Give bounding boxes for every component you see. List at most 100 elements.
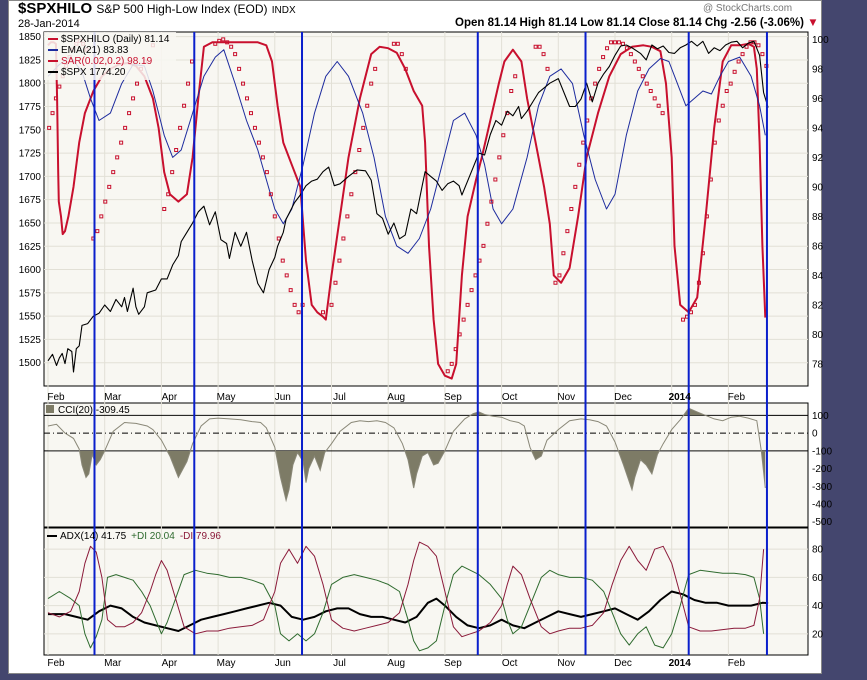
x-tick-label-top: Aug	[387, 392, 405, 403]
sar-point	[95, 229, 100, 234]
x-tick-label-bottom: Feb	[47, 658, 65, 669]
sar-point	[533, 44, 538, 49]
x-tick-label-bottom: Mar	[104, 658, 122, 669]
cci-tick-label: -100	[812, 446, 832, 457]
sar-point	[252, 125, 257, 130]
x-tick-label-bottom: 2014	[669, 658, 692, 669]
sar-point	[692, 302, 697, 307]
sar-point	[241, 81, 246, 86]
adx-legend: ADX(14) 41.75 +DI 20.04 -DI 79.96	[60, 531, 221, 542]
adx-14-line	[48, 590, 769, 632]
adx-legend-item: +DI 20.04	[131, 531, 175, 542]
sar-point	[569, 207, 574, 211]
sar-point	[107, 184, 112, 189]
sar-point	[162, 207, 167, 211]
x-tick-label-top: Dec	[614, 392, 632, 403]
legend-box	[44, 32, 176, 80]
sar-point	[341, 236, 346, 241]
sar-point	[724, 89, 729, 93]
sar-point	[656, 103, 661, 108]
sar-point	[609, 40, 614, 45]
sar-point	[593, 81, 598, 86]
sar-point	[345, 214, 350, 219]
x-tick-label-bottom: Nov	[557, 658, 575, 669]
sar-point	[700, 251, 705, 256]
sar-point	[391, 41, 396, 46]
x-tick-label-top: Oct	[502, 392, 518, 403]
cci-tick-label: -200	[812, 464, 832, 475]
sar-point	[457, 332, 462, 337]
sar-point	[288, 288, 293, 293]
x-tick-label-top: 2014	[669, 392, 692, 403]
cci-tick-label: 0	[812, 429, 818, 440]
right-tick-label: 78	[812, 359, 824, 370]
sar-point	[357, 148, 362, 152]
sar-point	[541, 52, 546, 57]
adx-legend-item: -DI 79.96	[180, 531, 222, 542]
cci-tick-label: -300	[812, 482, 832, 493]
sar-point	[237, 66, 242, 71]
right-tick-label: 92	[812, 153, 824, 164]
left-tick-label: 1725	[19, 149, 42, 160]
x-tick-label-bottom: Jul	[333, 658, 346, 669]
sar-point	[652, 96, 657, 101]
sar-point	[720, 103, 725, 108]
cci-tick-label: 100	[812, 411, 829, 422]
right-tick-label: 90	[812, 182, 824, 193]
sar-point	[577, 162, 582, 167]
di-line	[47, 541, 765, 638]
sar-point	[485, 221, 490, 226]
sar-point	[186, 81, 191, 86]
sar-point	[708, 177, 713, 182]
cci-tick-label: -400	[812, 499, 832, 510]
sar-point	[453, 347, 458, 352]
sar-point	[369, 81, 374, 86]
spx-line	[47, 40, 769, 373]
right-tick-label: 84	[812, 271, 824, 282]
sar-point	[640, 74, 645, 79]
cci-tick-label: -500	[812, 517, 832, 528]
exchange-label: INDX	[271, 5, 296, 16]
x-tick-label-bottom: Oct	[502, 658, 518, 669]
sar-point	[361, 125, 366, 130]
sar-point	[497, 155, 502, 160]
sar-point	[395, 41, 400, 46]
x-tick-label-bottom: May	[217, 658, 236, 669]
sar-point	[99, 214, 104, 219]
sar-point	[182, 103, 187, 108]
legend-label: SAR(0.02,0.2) 98.19	[61, 56, 153, 67]
sar-point	[50, 111, 55, 116]
symbol-title: $SPXHILO S&P 500 High-Low Index (EOD) IN…	[18, 0, 296, 17]
x-tick-label-bottom: Feb	[728, 658, 746, 669]
sar-point	[166, 192, 171, 197]
sar-point	[170, 170, 175, 175]
sar-point	[329, 302, 334, 307]
sar-point	[373, 66, 378, 71]
left-tick-label: 1825	[19, 55, 42, 66]
sar-point	[123, 125, 128, 130]
sar-point	[292, 302, 297, 307]
sar-point	[268, 192, 273, 197]
sar-point	[481, 243, 486, 248]
watermark: @ StockCharts.com	[703, 3, 793, 14]
sar-point	[736, 59, 741, 64]
sar-point	[333, 280, 338, 285]
sar-point	[272, 214, 277, 219]
adx-panel-bg	[43, 527, 809, 656]
sar-point	[47, 125, 52, 130]
sar-point	[561, 251, 566, 256]
sar-point	[760, 52, 765, 57]
x-tick-label-bottom: Sep	[444, 658, 462, 669]
sar-point	[256, 140, 261, 145]
x-tick-label-bottom: Apr	[162, 658, 178, 669]
di-line	[47, 565, 765, 652]
left-tick-label: 1625	[19, 242, 42, 253]
sar-point	[493, 177, 498, 182]
sar-point	[632, 59, 637, 64]
sar-point	[553, 280, 558, 285]
legend-label: $SPX 1774.20	[61, 67, 126, 78]
sar-point	[229, 44, 234, 49]
sar-point	[465, 302, 470, 307]
sar-point	[545, 66, 550, 71]
sar-point	[53, 96, 58, 101]
